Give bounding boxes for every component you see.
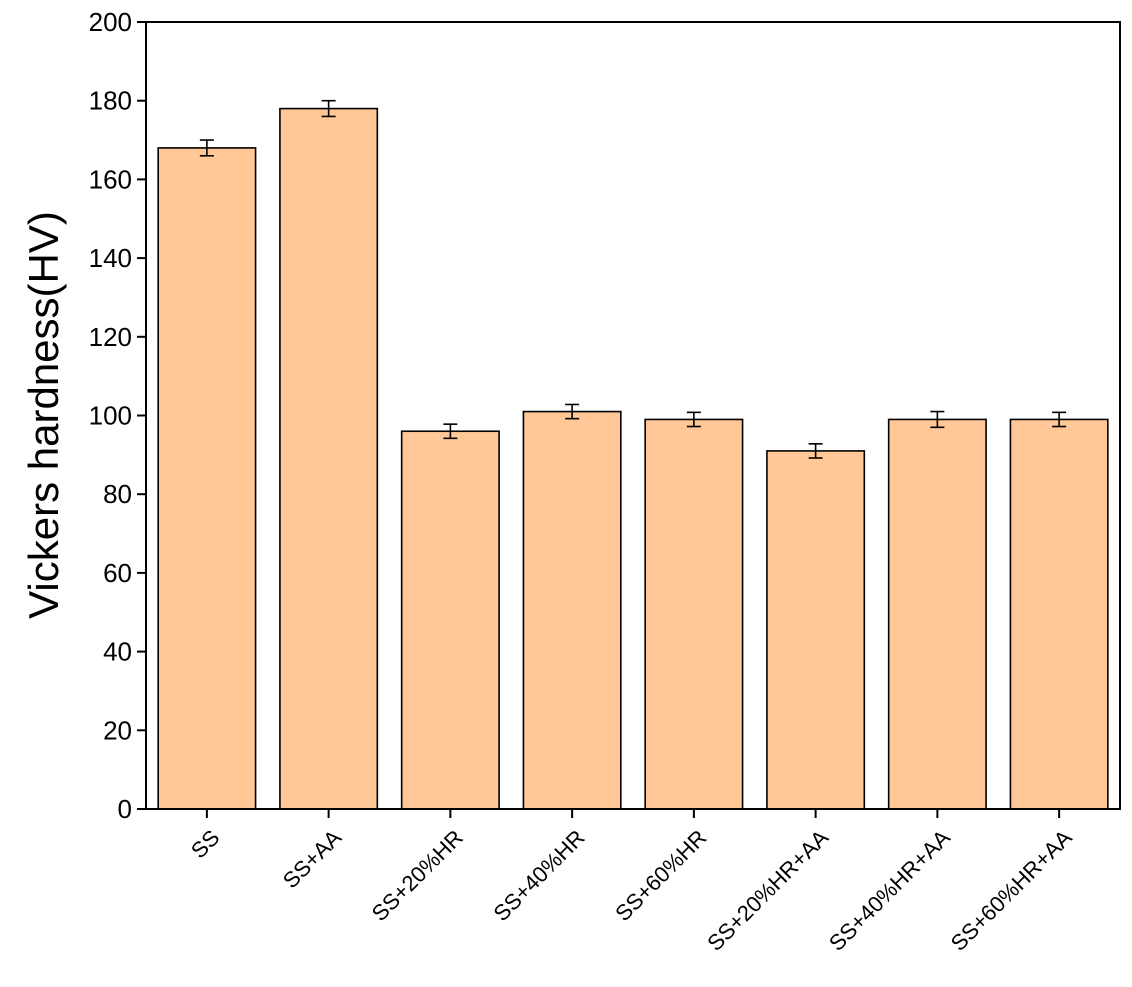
- y-axis: 0 20 40 60 80 100 120 140 160 180 200: [89, 7, 146, 824]
- x-tick-label-2: SS+20%HR: [367, 825, 468, 926]
- error-bar-1: [321, 99, 336, 118]
- x-tick-label-6: SS+40%HR+AA: [824, 825, 955, 956]
- x-tick-label-5: SS+20%HR+AA: [702, 825, 833, 956]
- x-tick-label-4: SS+60%HR: [610, 825, 711, 926]
- bar-6: [887, 418, 987, 810]
- y-tick-label-6: 120: [89, 322, 132, 352]
- bar-5: [766, 450, 866, 810]
- y-tick-label-7: 140: [89, 243, 132, 273]
- bar-1: [279, 107, 379, 810]
- y-tick-label-8: 160: [89, 164, 132, 194]
- error-bar-7: [1052, 411, 1067, 428]
- y-tick-label-3: 60: [103, 558, 132, 588]
- error-bar-3: [565, 403, 580, 420]
- x-tick-label-7: SS+60%HR+AA: [946, 825, 1077, 956]
- x-axis: SS SS+AA SS+20%HR SS+40%HR SS+60%HRSS+20%HR+…: [186, 809, 1077, 956]
- y-axis-title: Vickers hardness(HV): [20, 211, 67, 619]
- bar-2: [400, 430, 500, 810]
- x-tick-label-1: SS+AA: [278, 825, 346, 893]
- bars-group: [157, 107, 1109, 810]
- y-tick-label-5: 100: [89, 401, 132, 431]
- bar-7: [1009, 418, 1109, 810]
- y-tick-label-4: 80: [103, 479, 132, 509]
- bar-4: [644, 418, 744, 810]
- y-tick-label-9: 180: [89, 86, 132, 116]
- y-tick-label-10: 200: [89, 7, 132, 37]
- bar-3: [522, 410, 622, 810]
- error-bar-4: [686, 411, 701, 428]
- y-tick-label-2: 40: [103, 637, 132, 667]
- x-tick-label-0: SS: [186, 825, 224, 863]
- error-bar-0: [199, 139, 214, 157]
- y-tick-label-1: 20: [103, 715, 132, 745]
- x-tick-label-3: SS+40%HR: [489, 825, 590, 926]
- bar-0: [157, 147, 257, 810]
- y-tick-label-0: 0: [118, 794, 132, 824]
- error-bar-5: [808, 443, 823, 459]
- error-bars-group: [199, 99, 1067, 459]
- error-bar-6: [930, 410, 945, 429]
- error-bar-2: [443, 423, 458, 440]
